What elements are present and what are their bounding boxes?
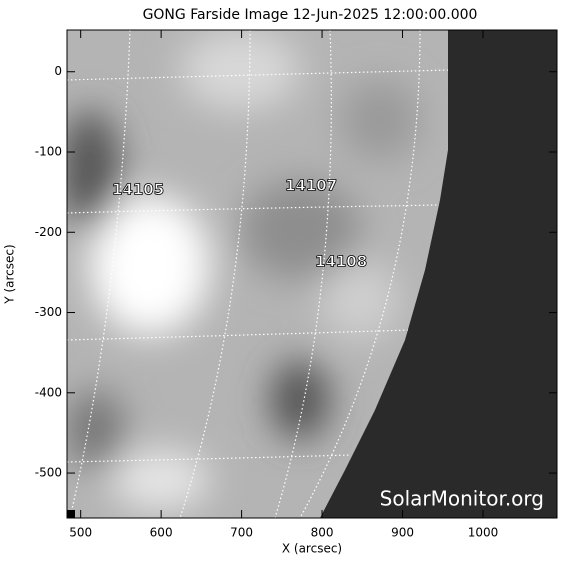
y-tick-label: 0 — [54, 64, 62, 78]
y-tick-label: -500 — [35, 466, 62, 480]
y-axis-label: Y (arcsec) — [3, 244, 17, 304]
x-tick-label: 1000 — [468, 526, 499, 540]
plot-frame — [66, 29, 558, 519]
chart-title: GONG Farside Image 12-Jun-2025 12:00:00.… — [143, 7, 478, 23]
y-tick-label: -400 — [35, 385, 62, 399]
solar-image: 14105 14107 14108 SolarMonitor.org — [67, 30, 557, 518]
y-tick-label: -200 — [35, 225, 62, 239]
x-axis-label: X (arcsec) — [282, 542, 342, 556]
watermark: SolarMonitor.org — [380, 487, 544, 511]
x-tick-label: 600 — [150, 526, 173, 540]
x-tick-label: 800 — [311, 526, 334, 540]
x-tick-label: 900 — [391, 526, 414, 540]
region-label: 14105 — [112, 181, 164, 199]
x-tick-label: 500 — [69, 526, 92, 540]
x-tick-label: 700 — [230, 526, 253, 540]
y-tick-label: -300 — [35, 305, 62, 319]
y-tick-label: -100 — [35, 145, 62, 159]
region-label: 14107 — [285, 177, 337, 195]
region-label: 14108 — [315, 253, 367, 271]
